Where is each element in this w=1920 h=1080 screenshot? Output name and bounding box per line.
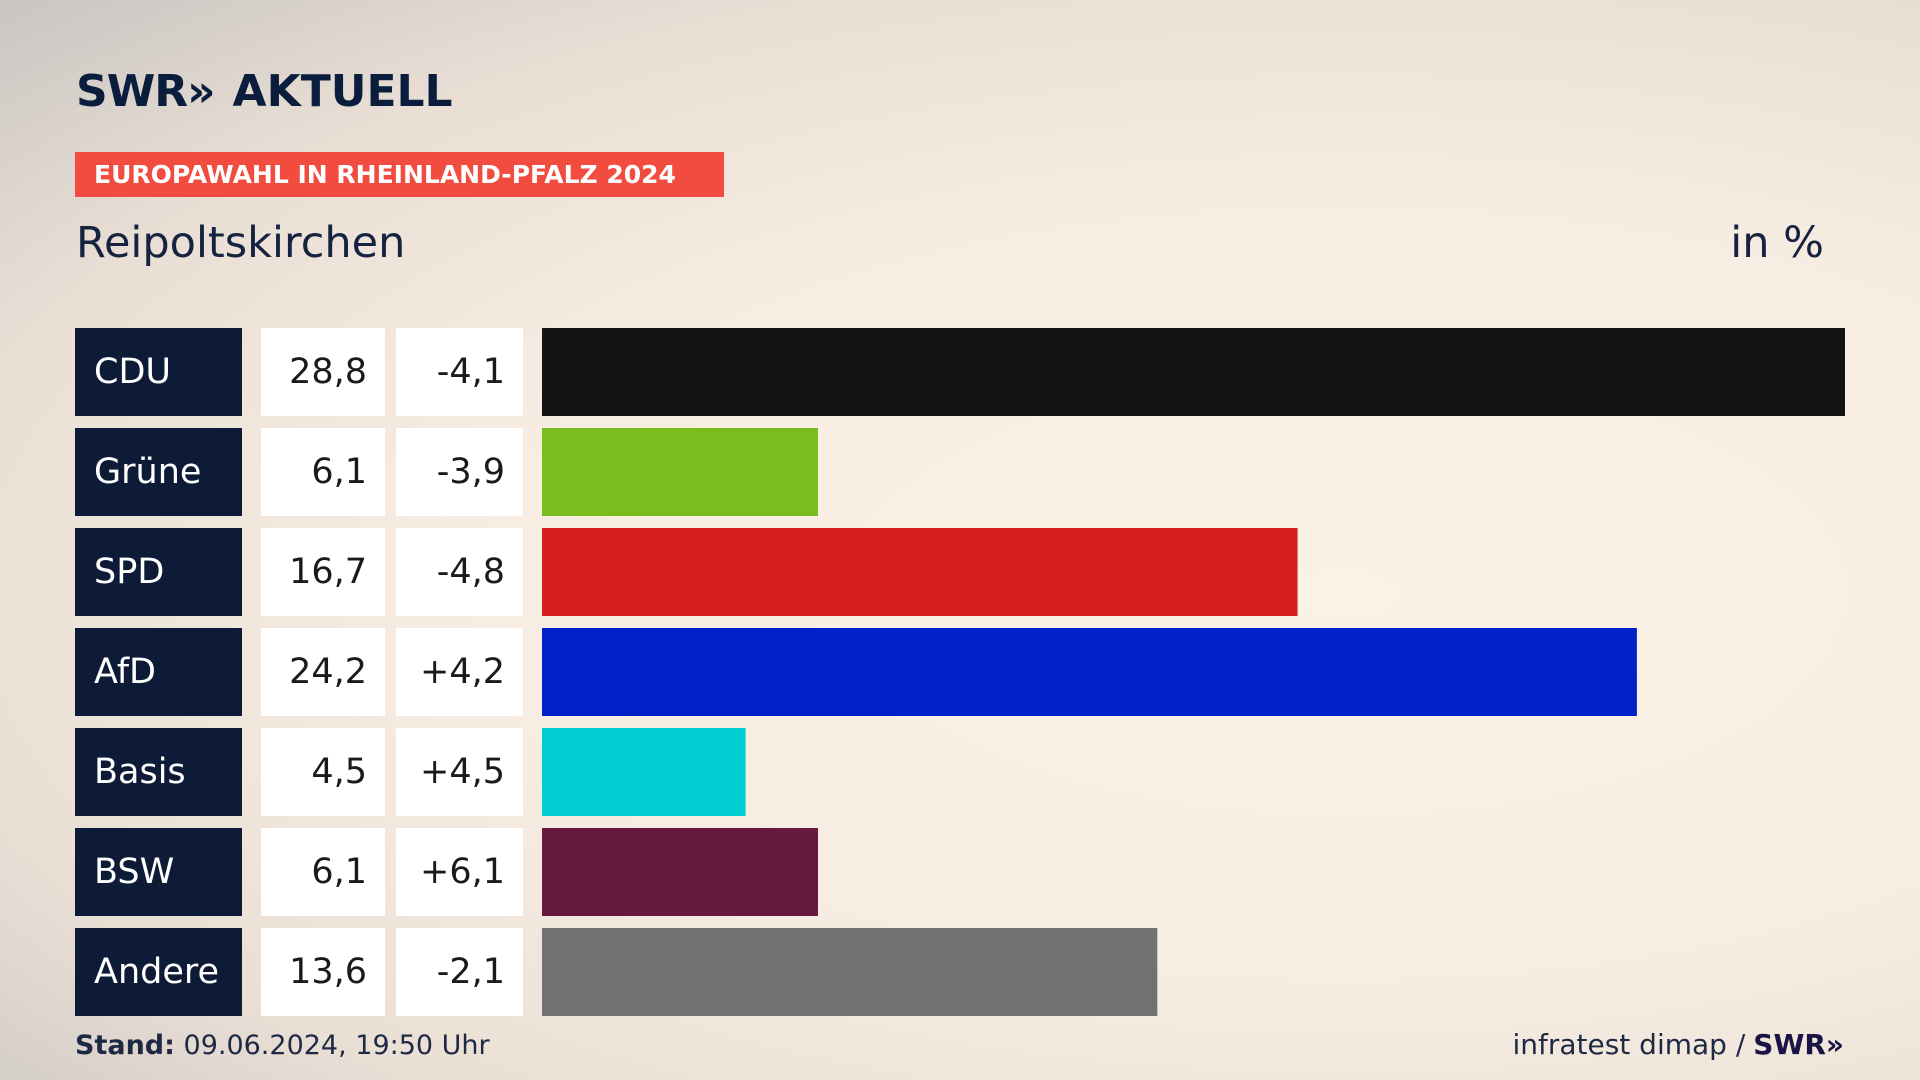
change-box-gr-ne (396, 428, 523, 516)
bar-afd (542, 628, 1637, 716)
value-box-bsw (261, 828, 385, 916)
election-banner: EUROPAWAHL IN RHEINLAND-PFALZ 2024 (75, 152, 724, 197)
value-label-gr-ne: 6,1 (311, 452, 367, 492)
bar-gr-ne (542, 428, 818, 516)
change-box-spd (396, 528, 523, 616)
value-box-gr-ne (261, 428, 385, 516)
bar-bsw (542, 828, 818, 916)
value-box-cdu (261, 328, 385, 416)
change-box-basis (396, 728, 523, 816)
party-label-cdu: CDU (94, 352, 171, 392)
logo-swr-text: SWR» (76, 65, 216, 117)
change-label-gr-ne: -3,9 (437, 452, 505, 492)
party-label-basis: Basis (94, 752, 186, 792)
source-swr-logo: SWR» (1753, 1028, 1844, 1061)
value-label-andere: 13,6 (289, 952, 367, 992)
change-label-andere: -2,1 (437, 952, 505, 992)
value-label-cdu: 28,8 (289, 352, 367, 392)
source-text: infratest dimap / (1512, 1028, 1746, 1061)
party-label-box-basis (75, 728, 242, 816)
value-label-afd: 24,2 (289, 652, 367, 692)
change-label-cdu: -4,1 (437, 352, 505, 392)
source-credit: infratest dimap / SWR» (1512, 1028, 1844, 1061)
value-box-spd (261, 528, 385, 616)
party-label-box-spd (75, 528, 242, 616)
value-label-bsw: 6,1 (311, 852, 367, 892)
value-label-basis: 4,5 (311, 752, 367, 792)
change-box-cdu (396, 328, 523, 416)
stand-label: Stand: (75, 1030, 175, 1061)
bar-cdu (542, 328, 1845, 416)
value-box-andere (261, 928, 385, 1016)
bar-spd (542, 528, 1298, 616)
value-label-spd: 16,7 (289, 552, 367, 592)
logo-aktuell-text: AKTUELL (232, 65, 453, 117)
party-label-afd: AfD (94, 652, 156, 692)
location-title: Reipoltskirchen (76, 218, 406, 268)
change-box-afd (396, 628, 523, 716)
change-label-afd: +4,2 (420, 652, 505, 692)
party-label-box-andere (75, 928, 242, 1016)
change-box-bsw (396, 828, 523, 916)
party-label-spd: SPD (94, 552, 164, 592)
change-label-spd: -4,8 (437, 552, 505, 592)
change-label-bsw: +6,1 (420, 852, 505, 892)
value-box-basis (261, 728, 385, 816)
value-box-afd (261, 628, 385, 716)
timestamp: Stand: 09.06.2024, 19:50 Uhr (75, 1030, 490, 1061)
change-box-andere (396, 928, 523, 1016)
bar-basis (542, 728, 746, 816)
party-label-box-gr-ne (75, 428, 242, 516)
party-label-box-cdu (75, 328, 242, 416)
swr-aktuell-logo: SWR» AKTUELL (76, 65, 453, 117)
party-label-bsw: BSW (94, 852, 174, 892)
change-label-basis: +4,5 (420, 752, 505, 792)
party-label-andere: Andere (94, 952, 219, 992)
party-label-gr-ne: Grüne (94, 452, 201, 492)
party-label-box-afd (75, 628, 242, 716)
party-label-box-bsw (75, 828, 242, 916)
unit-label: in % (1730, 218, 1824, 268)
bar-andere (542, 928, 1158, 1016)
stand-value: 09.06.2024, 19:50 Uhr (183, 1030, 490, 1061)
